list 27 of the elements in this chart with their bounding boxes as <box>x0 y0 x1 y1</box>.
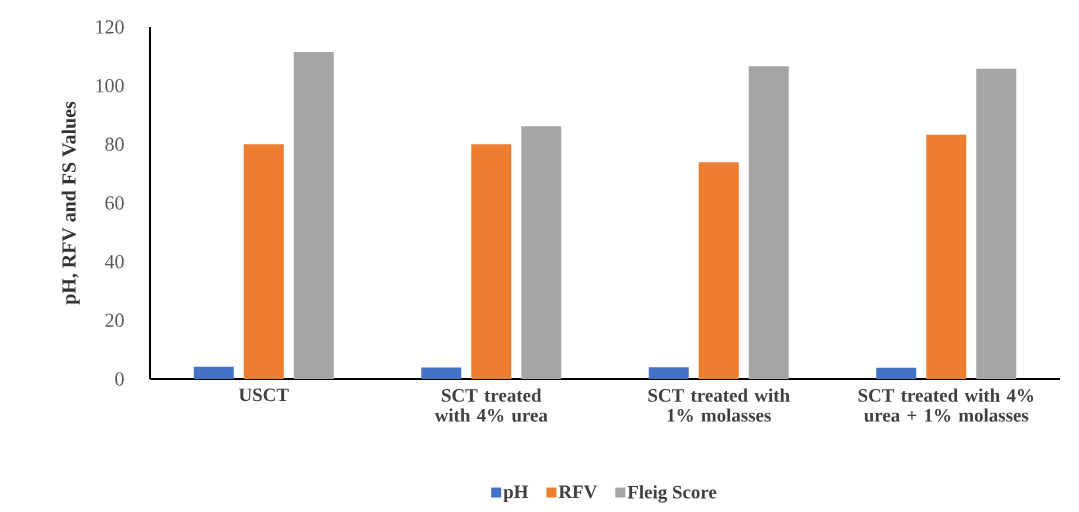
bar <box>243 144 284 379</box>
y-tick-label: 40 <box>104 254 124 269</box>
y-tick-label: 60 <box>105 196 124 210</box>
legend-label: pH <box>503 485 529 503</box>
y-axis-title: pH, RFV and FS Values <box>61 101 80 305</box>
bar <box>471 144 512 379</box>
bar <box>193 366 234 379</box>
bar <box>876 367 917 379</box>
bar <box>926 134 967 379</box>
bar <box>293 51 334 379</box>
y-tick-label: 0 <box>115 372 124 386</box>
legend-label: Fleig Score <box>627 485 717 503</box>
bar <box>976 68 1017 379</box>
x-tick-label: USCT <box>238 388 289 402</box>
x-tick-label: SCT treated with 4% urea <box>434 388 548 422</box>
bar <box>648 367 689 379</box>
bar <box>748 66 789 379</box>
y-tick-label: 80 <box>105 137 124 152</box>
x-tick-label: SCT treated with 1% molasses <box>648 388 790 422</box>
legend-label: RFV <box>558 485 598 499</box>
bar <box>521 126 562 379</box>
y-tick-label: 120 <box>96 20 124 34</box>
y-tick-label: 20 <box>105 313 124 328</box>
bar <box>421 367 462 379</box>
x-tick-label: SCT treated with 4% urea + 1% molasses <box>858 388 1034 422</box>
bar <box>698 162 739 379</box>
y-tick-label: 100 <box>96 78 124 93</box>
